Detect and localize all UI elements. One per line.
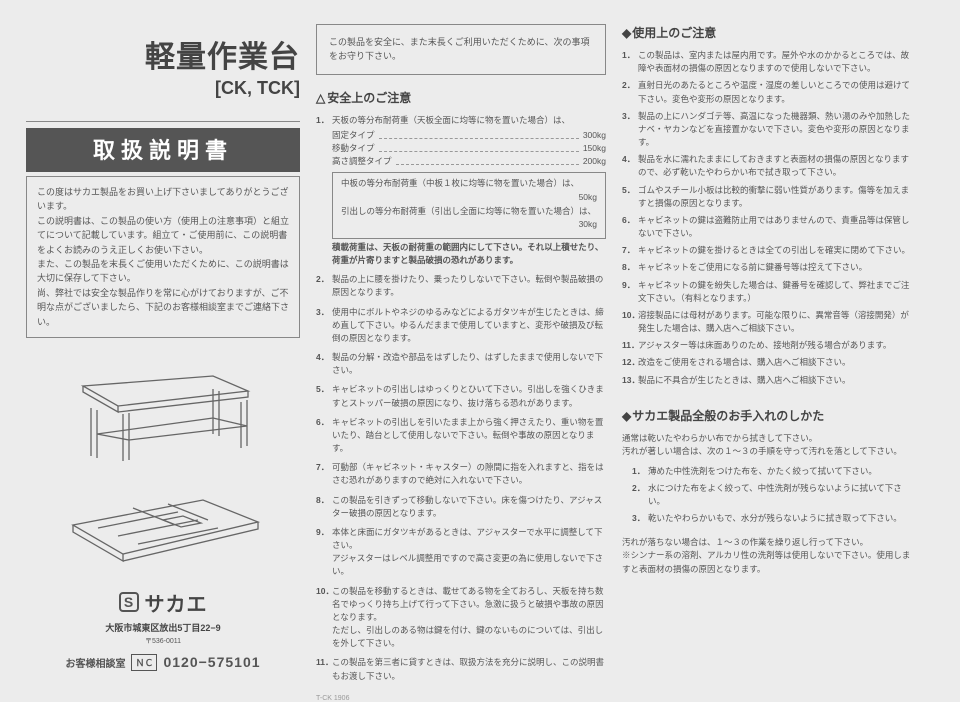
safety-item: この製品を移動するときは、載せてある物を全ておろし、天板を持ち数名でゆっくり持ち… (316, 585, 606, 651)
usage-item: 直射日光のあたるところや温度・湿度の差しいところでの使用は避けて下さい。変色や変… (622, 79, 912, 105)
tabletop-illustration (63, 490, 263, 570)
safety-list: 天板の等分布耐荷重（天板全面に均等に物を置いた場合）は、 固定タイプ300kg … (316, 114, 606, 689)
safety-item: 使用中にボルトやネジのゆるみなどによるガタツキが生じたときは、締め直して下さい。… (316, 306, 606, 346)
load-inner-text: 引出しの等分布耐荷重（引出し全面に均等に物を置いた場合）は、 (341, 206, 596, 216)
care-steps: 薄めた中性洗剤をつけた布を、かたく絞って拭いて下さい。 水につけた布をよく絞って… (632, 465, 912, 530)
usage-item: この製品は、室内または屋内用です。屋外や水のかかるところでは、故障や表面材の損傷… (622, 49, 912, 75)
load-row: 移動タイプ 150kg (332, 142, 606, 155)
company-address: 大阪市城東区放出5丁目22−9 (26, 621, 300, 634)
care-heading: サカエ製品全般のお手入れのしかた (622, 407, 912, 424)
usage-item: 改造をご使用をされる場合は、購入店へご相談下さい。 (622, 356, 912, 369)
safety-item: 可動部（キャビネット・キャスター）の隙間に指を入れますと、指をはさむ恐れがありま… (316, 461, 606, 487)
usage-item: ゴムやスチール小板は比較的衝撃に弱い性質があります。傷等を加えますと損傷の原因と… (622, 184, 912, 210)
usage-item: 製品を水に濡れたままにしておきますと表面材の損傷の原因となりますので、必ず乾いた… (622, 153, 912, 179)
safety-item-1: 天板の等分布耐荷重（天板全面に均等に物を置いた場合）は、 固定タイプ300kg … (316, 114, 606, 267)
load-value: 150kg (583, 142, 606, 155)
intro-box: この度はサカエ製品をお買い上げ下さいましてありがとうございます。 この説明書は、… (26, 176, 300, 338)
load-note: 積載荷重は、天板の耐荷重の範囲内にして下さい。それ以上積せたり、荷重が片寄ります… (332, 241, 606, 267)
safety-item: この製品を引きずって移動しないで下さい。床を傷つけたり、アジャスター破損の原因と… (316, 494, 606, 520)
product-title: 軽量作業台 (26, 32, 300, 76)
title-block: 軽量作業台 [CK, TCK] (26, 32, 300, 99)
load-label: 移動タイプ (332, 142, 375, 155)
care-step: 薄めた中性洗剤をつけた布を、かたく絞って拭いて下さい。 (632, 465, 912, 478)
table-illustration (63, 356, 263, 466)
safety-item: 製品の分解・改造や部品をはずしたり、はずしたままで使用しないで下さい。 (316, 351, 606, 377)
usage-item: キャビネットの鍵を紛失した場合は、鍵番号を確認して、弊社までご注文下さい。（有料… (622, 279, 912, 305)
usage-list: この製品は、室内または屋内用です。屋外や水のかかるところでは、故障や表面材の損傷… (622, 49, 912, 391)
notice-box: この製品を安全に、また末長くご利用いただくために、次の事項をお守り下さい。 (316, 24, 606, 75)
dept-label: お客様相談室 (65, 655, 125, 670)
load-label: 固定タイプ (332, 129, 375, 142)
safety-item: 製品の上に腰を掛けたり、乗ったりしないで下さい。転倒や製品破損の原因となります。 (316, 273, 606, 299)
load-row: 高さ調整タイプ 200kg (332, 155, 606, 168)
care-step: 水につけた布をよく絞って、中性洗剤が残らないように拭いて下さい。 (632, 482, 912, 508)
load-inner-2: 引出しの等分布耐荷重（引出し全面に均等に物を置いた場合）は、 30kg (341, 205, 597, 232)
load-value: 200kg (583, 155, 606, 168)
logo-icon: S (119, 592, 139, 612)
safety-lead: 天板の等分布耐荷重（天板全面に均等に物を置いた場合）は、 (332, 115, 570, 125)
usage-item: 製品の上にハンダゴテ等、高温になった機器類、熱い湯のみや加熱したナベ・ヤカンなど… (622, 110, 912, 150)
safety-heading: 安全上のご注意 (316, 89, 606, 106)
usage-item: キャビネットの鍵を掛けるときは全ての引出しを確実に閉めて下さい。 (622, 244, 912, 257)
load-inner-box: 中板の等分布耐荷重（中板１枚に均等に物を置いた場合）は、 50kg 引出しの等分布… (332, 172, 606, 238)
usage-item: キャビネットをご使用になる前に鍵番号等は控えて下さい。 (622, 261, 912, 274)
divider (26, 121, 300, 122)
product-model: [CK, TCK] (26, 78, 300, 99)
logo-text: サカエ (145, 588, 208, 617)
tel-box: ＮＣ (131, 654, 157, 671)
care-tail: 汚れが落ちない場合は、１〜３の作業を繰り返し行って下さい。 ※シンナー系の溶剤、… (622, 536, 912, 577)
telephone-row: お客様相談室 ＮＣ 0120−575101 (26, 654, 300, 671)
load-label: 高さ調整タイプ (332, 155, 392, 168)
safety-item: 本体と床面にガタツキがあるときは、アジャスターで水平に調整して下さい。 アジャス… (316, 526, 606, 579)
care-lead: 通常は乾いたやわらかい布でから拭きして下さい。 汚れが著しい場合は、次の１〜３の… (622, 432, 912, 459)
right-column: 使用上のご注意 この製品は、室内または屋内用です。屋外や水のかかるところでは、故… (622, 24, 912, 655)
safety-item: キャビネットの引出しはゆっくりとひいて下さい。引出しを強くひきますとストッパー破… (316, 383, 606, 409)
company-block: S サカエ 大阪市城東区放出5丁目22−9 〒536-0011 お客様相談室 Ｎ… (26, 588, 300, 671)
usage-item: 製品に不具合が生じたときは、購入店へご相談下さい。 (622, 374, 912, 387)
middle-column: この製品を安全に、また末長くご利用いただくために、次の事項をお守り下さい。 安全… (316, 24, 606, 655)
tel-number: 0120−575101 (163, 654, 260, 670)
care-step: 乾いたやわらかいもで、水分が残らないように拭き取って下さい。 (632, 512, 912, 525)
company-postal: 〒536-0011 (26, 636, 300, 646)
load-inner-1: 中板の等分布耐荷重（中板１枚に均等に物を置いた場合）は、 50kg (341, 177, 597, 204)
footer-code: T-CK 1906 (316, 689, 606, 702)
usage-heading: 使用上のご注意 (622, 24, 912, 41)
usage-item: アジャスター等は床面ありのため、接地剤が残る場合があります。 (622, 339, 912, 352)
load-inner-text: 中板の等分布耐荷重（中板１枚に均等に物を置いた場合）は、 (341, 178, 579, 188)
manual-heading: 取扱説明書 (26, 128, 300, 172)
load-row: 固定タイプ 300kg (332, 129, 606, 142)
load-inner-value: 30kg (341, 218, 597, 232)
load-value: 300kg (583, 129, 606, 142)
left-column: 軽量作業台 [CK, TCK] 取扱説明書 この度はサカエ製品をお買い上げ下さい… (26, 24, 300, 655)
product-illustrations (26, 356, 300, 570)
load-inner-value: 50kg (341, 191, 597, 205)
safety-item: キャビネットの引出しを引いたまま上から強く押さえたり、重い物を置いたり、踏台とし… (316, 416, 606, 456)
usage-item: 溶接製品には母材があります。可能な限りに、異常音等（溶接開発）が発生した場合は、… (622, 309, 912, 335)
usage-item: キャビネットの鍵は盗難防止用ではありませんので、貴重品等は保管しないで下さい。 (622, 214, 912, 240)
